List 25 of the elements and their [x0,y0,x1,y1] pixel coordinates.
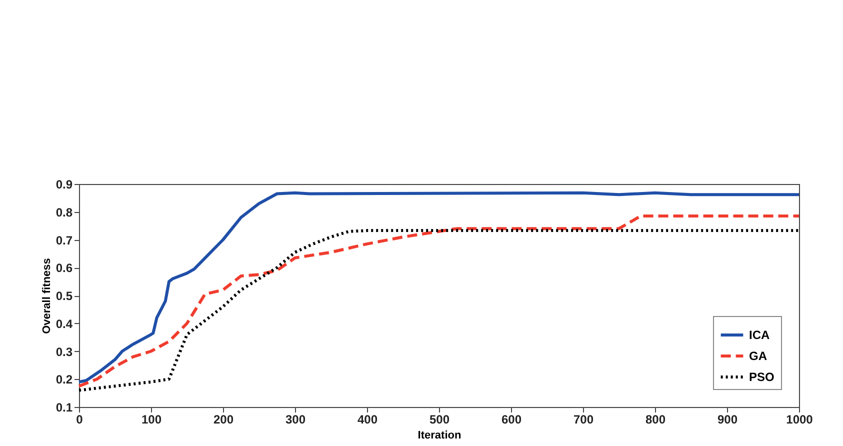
legend-label: GA [749,349,768,363]
y-tick-label: 0.2 [56,372,73,387]
x-tick-label: 900 [717,412,738,426]
x-tick-label: 500 [429,412,450,426]
y-tick-label: 0.8 [56,205,73,220]
x-tick-label: 200 [213,412,234,426]
y-tick-label: 0.6 [56,261,73,276]
x-tick-label: 700 [573,412,594,426]
y-axis-title: Overall fitness [40,258,53,334]
x-tick-label: 100 [141,412,162,426]
x-tick-label: 400 [357,412,378,426]
y-tick-label: 0.9 [56,178,73,192]
y-tick-label: 0.1 [56,400,73,414]
x-tick-label: 800 [645,412,666,426]
legend-label: PSO [749,370,774,384]
x-tick-label: 300 [285,412,306,426]
x-tick-label: 0 [76,412,84,426]
x-tick-label: 1000 [786,412,814,426]
x-tick-label: 600 [501,412,522,426]
legend-label: ICA [749,328,770,342]
y-tick-label: 0.4 [56,316,73,331]
y-tick-label: 0.3 [56,344,73,359]
y-tick-label: 0.7 [56,233,73,248]
x-axis-title: Iteration [418,430,462,442]
y-tick-label: 0.5 [56,289,73,303]
